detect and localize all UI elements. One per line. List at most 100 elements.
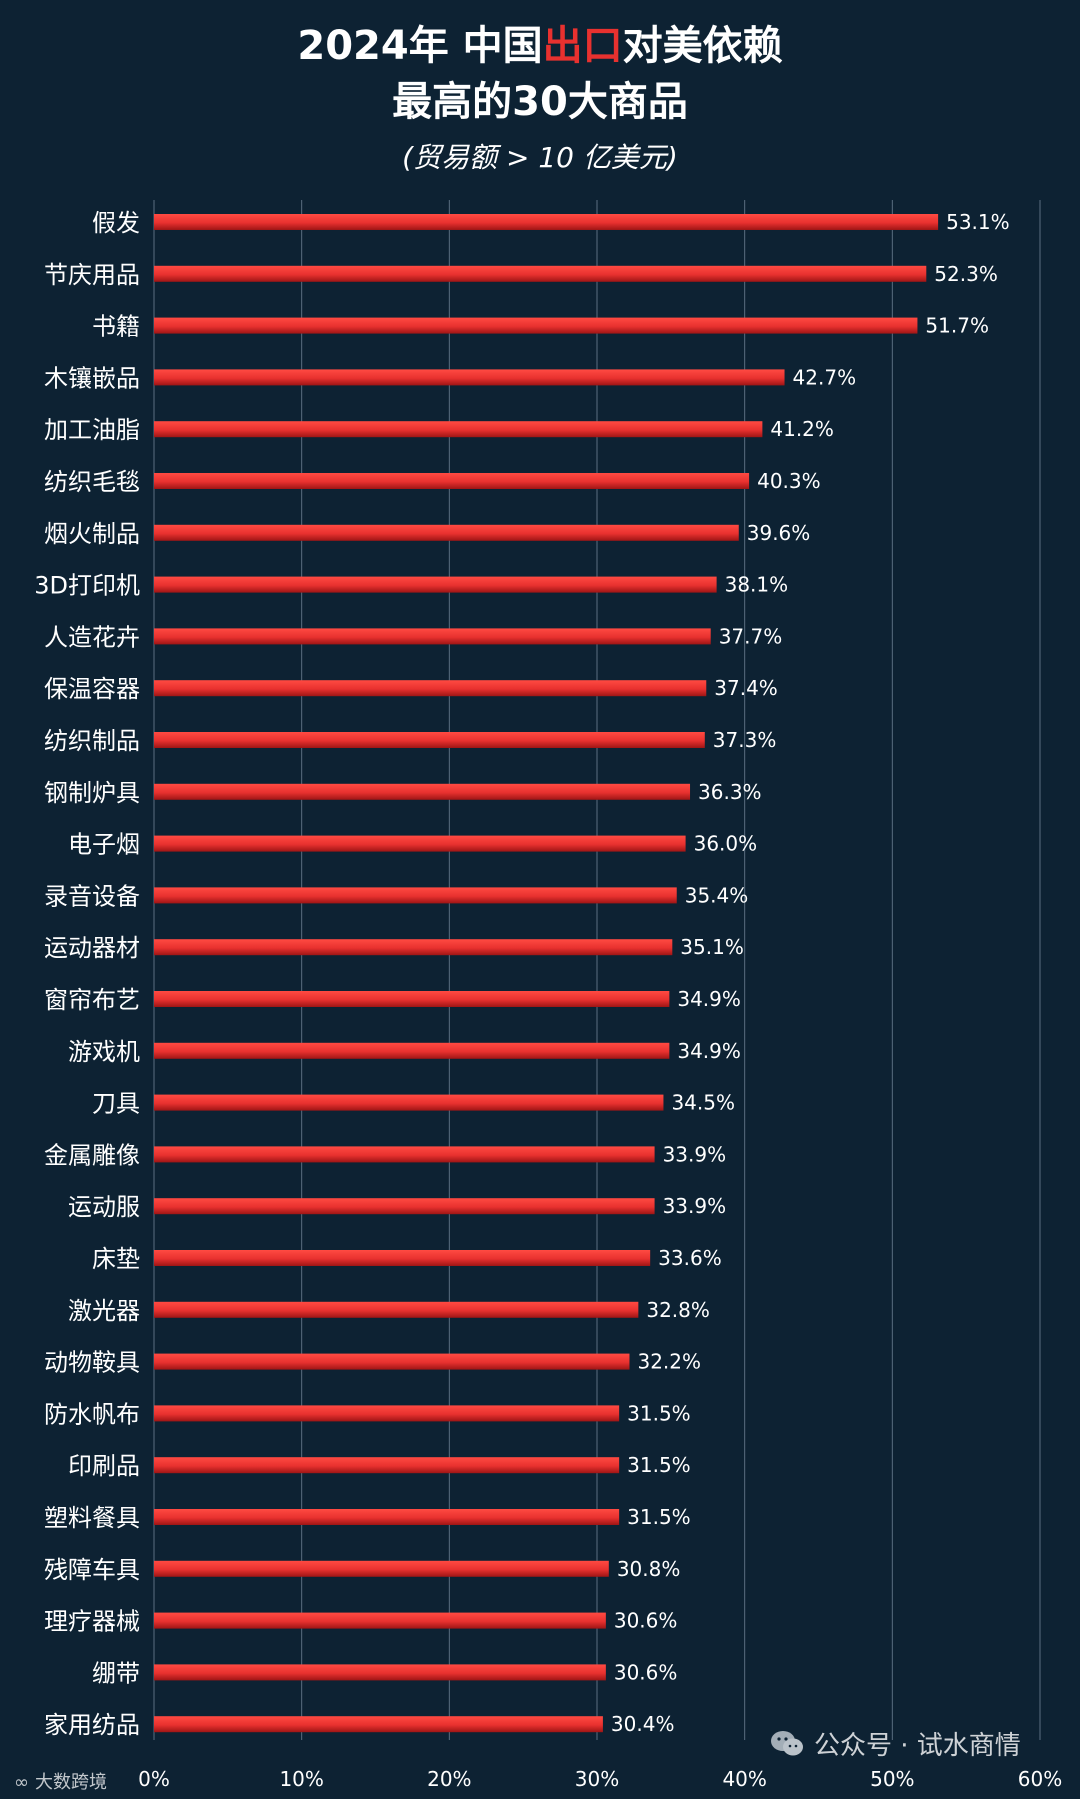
value-label: 31.5%: [627, 1401, 691, 1425]
value-label: 32.8%: [646, 1298, 710, 1322]
category-label: 节庆用品: [44, 261, 140, 289]
bar: [154, 265, 927, 282]
title-highlight: 出口: [542, 23, 623, 69]
x-tick-label: 0%: [138, 1767, 170, 1791]
chart-subtitle: (贸易额 > 10 亿美元): [402, 141, 678, 174]
bar: [154, 1198, 655, 1215]
value-label: 38.1%: [725, 573, 789, 597]
value-label: 30.8%: [617, 1557, 681, 1581]
bar: [154, 1560, 609, 1577]
bar: [154, 835, 686, 852]
bar: [154, 1146, 655, 1163]
bar: [154, 887, 677, 904]
value-label: 35.4%: [685, 883, 749, 907]
bar: [154, 1094, 664, 1111]
category-label: 钢制炉具: [44, 779, 140, 807]
value-label: 32.2%: [637, 1350, 701, 1374]
category-label: 刀具: [92, 1090, 140, 1118]
category-label: 运动服: [68, 1193, 140, 1221]
x-tick-label: 20%: [427, 1767, 471, 1791]
category-label: 动物鞍具: [44, 1349, 140, 1377]
value-label: 37.7%: [719, 624, 783, 648]
value-label: 42.7%: [793, 365, 857, 389]
watermark-right: 公众号 · 试水商情: [770, 1725, 1021, 1762]
watermark-left-text: 大数跨境: [35, 1772, 107, 1793]
bar: [154, 1716, 603, 1733]
wechat-icon: [771, 1730, 803, 1755]
value-label: 40.3%: [757, 469, 821, 493]
bar: [154, 1664, 606, 1681]
bar: [154, 473, 750, 489]
bar: [154, 369, 785, 386]
chart-title: 2024年 中国出口对美依赖 最高的30大商品: [0, 18, 1080, 130]
category-label: 激光器: [68, 1297, 140, 1325]
bar: [154, 1042, 670, 1059]
value-label: 35.1%: [680, 935, 744, 959]
title-line-1: 2024年 中国出口对美依赖: [0, 18, 1080, 74]
category-label: 纺织制品: [44, 727, 140, 755]
value-label: 30.4%: [611, 1712, 675, 1736]
category-label: 运动器材: [44, 934, 140, 962]
bar: [154, 939, 673, 956]
watermark-left: ∞ 大数跨境: [14, 1768, 107, 1794]
category-label: 绷带: [92, 1659, 140, 1687]
category-label: 纺织毛毯: [44, 468, 140, 496]
watermark-right-text: 公众号 · 试水商情: [814, 1731, 1021, 1761]
bar: [154, 628, 711, 645]
bar: [154, 1457, 620, 1474]
value-label: 53.1%: [946, 210, 1010, 234]
value-label: 36.3%: [698, 780, 762, 804]
bar: [154, 1353, 630, 1370]
value-label: 36.0%: [694, 832, 758, 856]
value-label: 31.5%: [627, 1505, 691, 1529]
title-part-post: 对美依赖: [622, 23, 783, 69]
category-label: 塑料餐具: [44, 1504, 140, 1532]
bar: [154, 1301, 639, 1318]
value-label: 37.4%: [714, 676, 778, 700]
category-label: 金属雕像: [44, 1141, 140, 1169]
bar: [154, 576, 717, 593]
bar: [154, 524, 739, 541]
bar: [154, 317, 918, 334]
value-label: 33.9%: [663, 1194, 727, 1218]
bar: [154, 1250, 651, 1266]
category-label: 3D打印机: [34, 572, 140, 600]
value-label: 34.5%: [671, 1091, 735, 1115]
category-label: 防水帆布: [44, 1400, 140, 1428]
bar: [154, 991, 670, 1007]
bar: [154, 680, 707, 697]
category-label: 保温容器: [44, 675, 140, 703]
x-tick-label: 10%: [279, 1767, 323, 1791]
value-labels: 53.1% 52.3% 51.7% 42.7% 41.2% 40.3% 39.6% 38.1%…: [611, 210, 1010, 1736]
value-label: 33.9%: [663, 1142, 727, 1166]
category-label: 游戏机: [68, 1038, 140, 1066]
value-label: 30.6%: [614, 1609, 678, 1633]
value-label: 37.3%: [713, 728, 777, 752]
value-label: 31.5%: [627, 1453, 691, 1477]
grid-lines: [153, 200, 1041, 1740]
bars: [154, 214, 939, 1733]
category-label: 书籍: [92, 313, 140, 341]
category-label: 理疗器械: [44, 1608, 140, 1636]
category-label: 加工油脂: [44, 416, 140, 444]
title-line-2: 最高的30大商品: [392, 79, 688, 125]
category-label: 假发: [92, 209, 140, 237]
category-label: 床垫: [92, 1245, 140, 1273]
value-label: 51.7%: [925, 314, 989, 338]
bar: [154, 732, 705, 748]
category-label: 人造花卉: [44, 623, 140, 651]
category-label: 窗帘布艺: [44, 986, 140, 1014]
logo-icon: ∞: [14, 1772, 29, 1793]
value-label: 41.2%: [770, 417, 834, 441]
category-label: 残障车具: [44, 1556, 140, 1584]
value-label: 34.9%: [677, 1039, 741, 1063]
x-axis-ticks: 0% 10% 20% 30% 40% 50% 60%: [138, 1767, 1062, 1791]
value-label: 34.9%: [677, 987, 741, 1011]
bar: [154, 1509, 620, 1525]
category-label: 烟火制品: [44, 520, 140, 548]
value-label: 33.6%: [658, 1246, 722, 1270]
bar: [154, 1612, 606, 1629]
x-tick-label: 50%: [870, 1767, 914, 1791]
